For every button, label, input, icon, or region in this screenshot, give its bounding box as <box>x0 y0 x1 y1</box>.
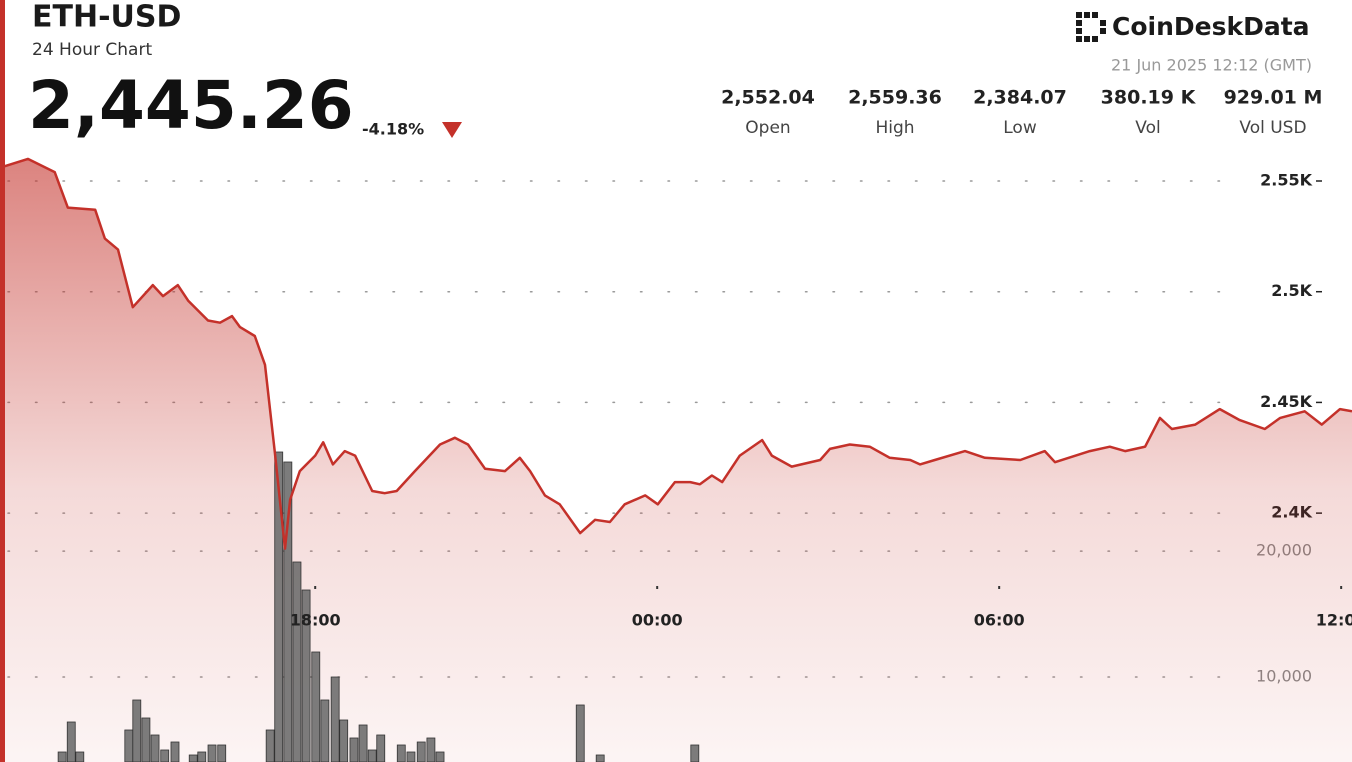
volume-bar <box>406 751 416 762</box>
stat-value: 2,552.04 <box>721 87 815 109</box>
x-tick-label: 12:00 <box>1316 611 1352 630</box>
volume-bar <box>301 589 311 762</box>
volume-bar <box>274 451 284 762</box>
volume-bar <box>575 704 585 762</box>
volume-bar <box>217 744 227 762</box>
volume-bar <box>124 729 134 762</box>
timestamp: 21 Jun 2025 12:12 (GMT) <box>1111 56 1312 75</box>
volume-bar <box>207 744 217 762</box>
volume-bar <box>416 741 426 762</box>
x-tick-label: 06:00 <box>974 611 1025 630</box>
stat-label: Low <box>1003 118 1037 138</box>
volume-bar <box>330 676 340 762</box>
volume-bar <box>396 744 406 762</box>
accent-bar <box>0 0 5 762</box>
down-arrow <box>442 122 462 138</box>
price-tick-label: 2.45K <box>1260 392 1312 411</box>
volume-bar <box>311 651 321 762</box>
stat-label: Open <box>745 118 790 138</box>
title: ETH-USD <box>32 0 181 35</box>
stat-value: 2,384.07 <box>973 87 1067 109</box>
change: -4.18% <box>362 120 424 139</box>
volume-bar <box>292 561 302 762</box>
volume-bar <box>150 734 160 762</box>
stat-label: Vol USD <box>1239 118 1306 138</box>
volume-bar <box>283 461 293 762</box>
x-tick-label: 18:00 <box>290 611 341 630</box>
stat-value: 2,559.36 <box>848 87 942 109</box>
price-line <box>0 157 1352 550</box>
stat-value: 380.19 K <box>1101 87 1197 109</box>
stat-label: Vol <box>1135 118 1160 138</box>
subtitle: 24 Hour Chart <box>32 40 152 60</box>
volume-bar <box>66 721 76 762</box>
volume-bar <box>376 734 386 762</box>
volume-bar <box>426 737 436 762</box>
volume-bar <box>132 699 142 762</box>
brand: CoinDeskData <box>1112 12 1310 41</box>
plot: 2.55K2.5K2.45K2.4K20,00010,00018:0000:00… <box>0 157 1352 762</box>
volume-bar <box>188 754 198 762</box>
volume-bar <box>170 741 180 762</box>
volume-bar <box>435 751 445 762</box>
volume-bar <box>339 719 349 762</box>
price-tick-label: 2.55K <box>1260 170 1312 189</box>
volume-bar <box>141 717 151 762</box>
volume-bar <box>690 744 700 762</box>
price-area <box>0 158 1352 762</box>
price: 2,445.26 <box>28 67 354 144</box>
volume-bar <box>75 751 85 762</box>
volume-bar <box>57 751 67 762</box>
stat-value: 929.01 M <box>1224 87 1323 109</box>
volume-bar <box>320 699 330 762</box>
volume-bar <box>595 754 605 762</box>
stats: 2,552.04 Open 2,559.36 High 2,384.07 Low 380.1… <box>721 87 1322 139</box>
price-tick-label: 2.5K <box>1271 281 1312 300</box>
logo-icon <box>1076 12 1106 42</box>
volume-bar <box>265 729 275 762</box>
volume-bar <box>160 749 170 762</box>
volume-bar <box>367 749 377 762</box>
volume-bar <box>349 737 359 762</box>
volume-bar <box>358 724 368 762</box>
stat-label: High <box>875 118 914 138</box>
x-tick-label: 00:00 <box>632 611 683 630</box>
volume-bar <box>197 751 207 762</box>
